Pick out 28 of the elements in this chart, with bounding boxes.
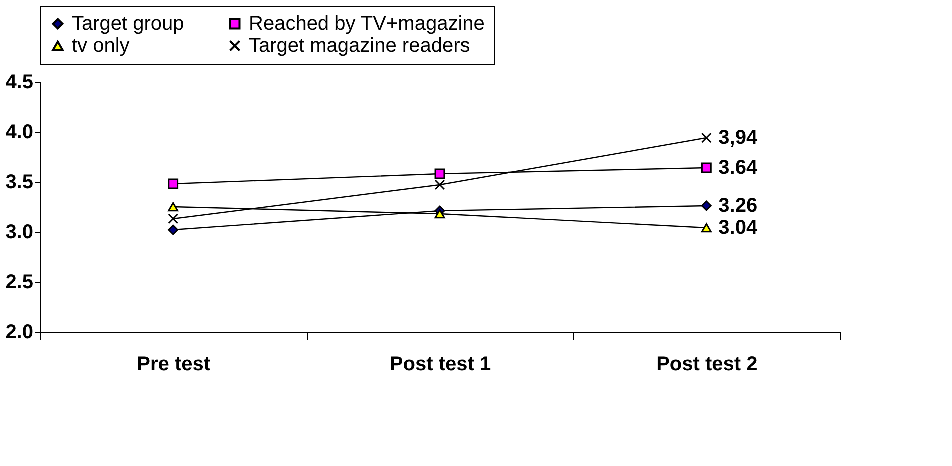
y-tick-label: 4.5 bbox=[6, 72, 34, 94]
point bbox=[701, 162, 712, 174]
legend-label: tv only bbox=[72, 35, 130, 57]
legend-label: Reached by TV+magazine bbox=[249, 13, 485, 35]
x-tick-label: Post test 1 bbox=[390, 354, 492, 376]
point bbox=[434, 168, 446, 180]
point bbox=[434, 180, 446, 190]
y-tick-label: 3.5 bbox=[6, 172, 34, 194]
x-tick-label: Post test 2 bbox=[656, 354, 758, 376]
point bbox=[701, 132, 712, 144]
legend-label: Target group bbox=[72, 13, 184, 35]
data-label: 3,94 bbox=[718, 127, 758, 149]
point bbox=[434, 209, 446, 219]
data-label: 3.64 bbox=[718, 157, 758, 179]
data-label: 3.04 bbox=[718, 217, 758, 239]
point bbox=[701, 223, 712, 233]
data-label: 3.26 bbox=[718, 195, 758, 217]
legend-label: Target magazine readers bbox=[249, 35, 470, 57]
point bbox=[168, 202, 179, 212]
y-tick-label: 3.0 bbox=[6, 222, 34, 244]
point bbox=[168, 214, 179, 224]
point bbox=[168, 224, 179, 236]
y-tick-label: 4.0 bbox=[6, 122, 34, 144]
x-tick-label: Pre test bbox=[137, 354, 211, 376]
y-tick-label: 2.0 bbox=[6, 322, 34, 344]
point bbox=[701, 200, 712, 212]
y-tick-label: 2.5 bbox=[6, 272, 34, 294]
point bbox=[168, 178, 179, 190]
